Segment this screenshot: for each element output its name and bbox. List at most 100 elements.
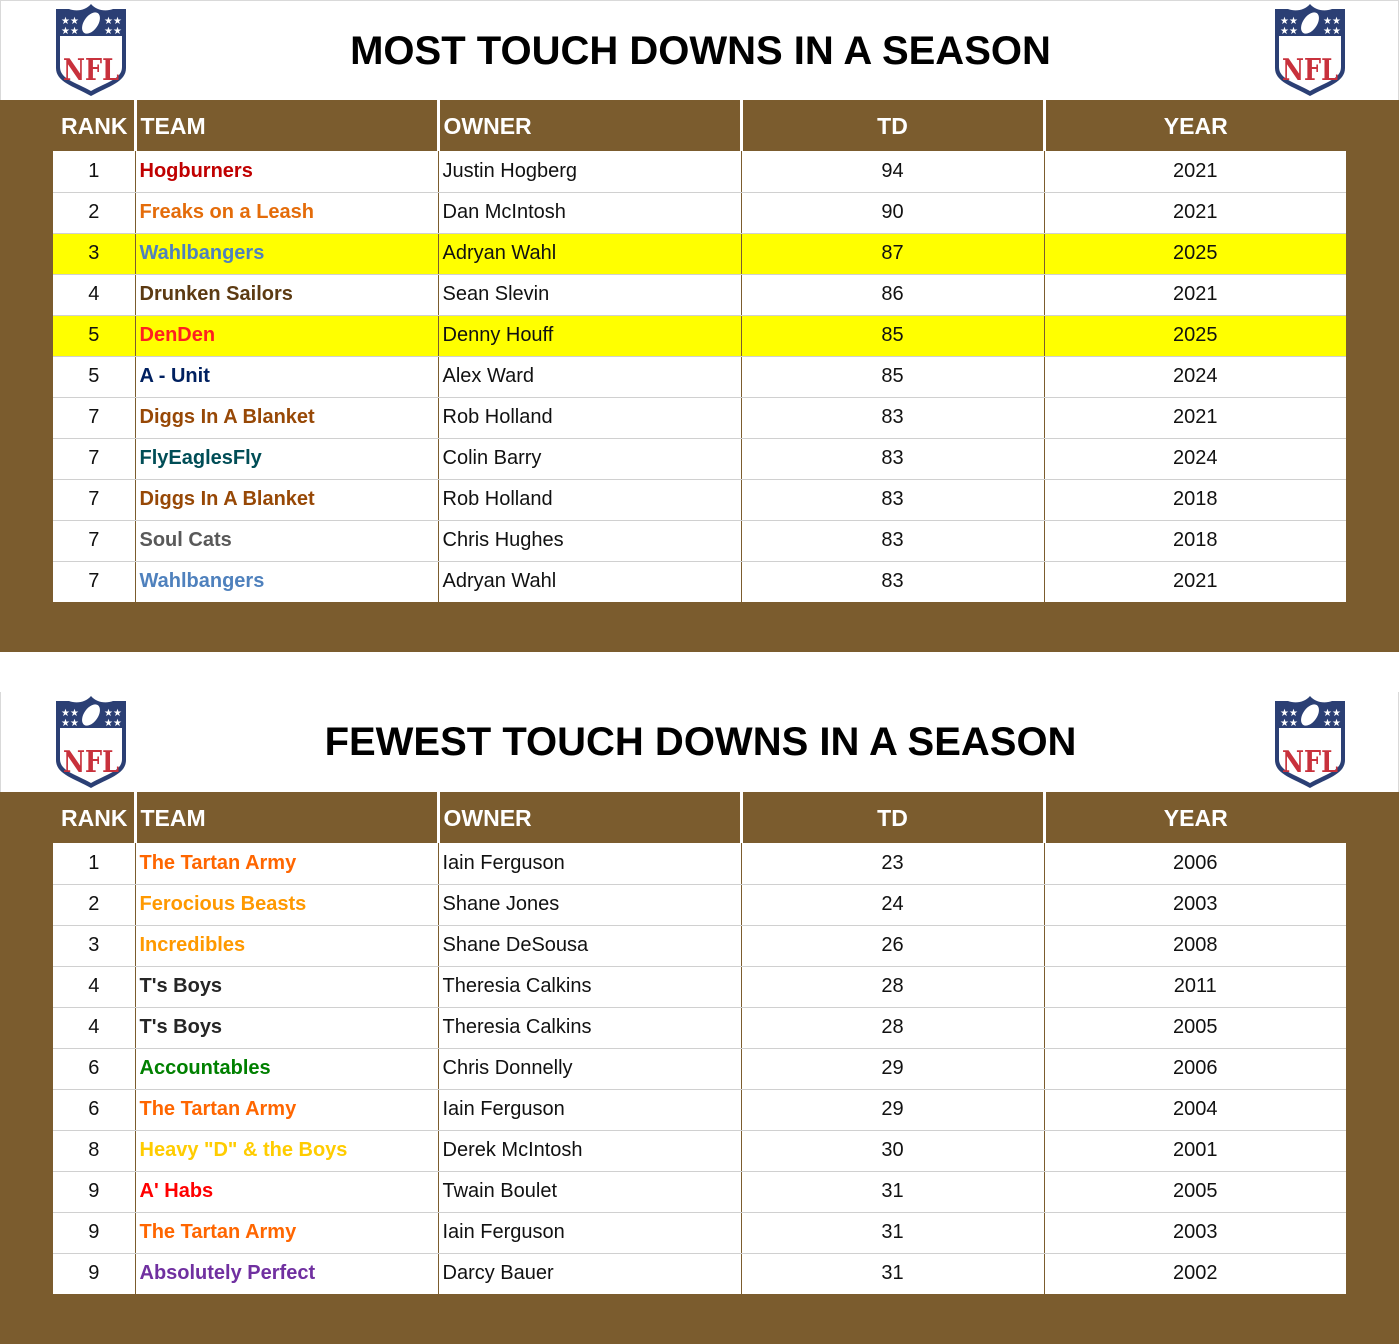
td-cell: 94 <box>741 151 1045 193</box>
year-cell: 2025 <box>1044 233 1346 275</box>
team-cell: Absolutely Perfect <box>135 1253 439 1294</box>
column-header-rank: RANK <box>53 792 137 843</box>
td-cell: 87 <box>741 233 1045 275</box>
td-cell: 31 <box>741 1171 1045 1213</box>
nfl-logo-icon: ★★ ★★ ★★ ★★ NFL <box>1272 2 1348 98</box>
rank-cell: 9 <box>53 1171 136 1213</box>
owner-cell: Alex Ward <box>438 356 742 398</box>
table-row: 4 Drunken Sailors Sean Slevin 86 2021 <box>53 274 1346 316</box>
table-row: 8 Heavy "D" & the Boys Derek McIntosh 30 200… <box>53 1130 1346 1172</box>
nfl-logo-icon: ★★ ★★ ★★ ★★ NFL <box>1272 694 1348 790</box>
team-cell: Soul Cats <box>135 520 439 562</box>
team-cell: The Tartan Army <box>135 1212 439 1254</box>
svg-text:NFL: NFL <box>1282 53 1338 88</box>
table-row: 2 Ferocious Beasts Shane Jones 24 2003 <box>53 884 1346 926</box>
column-header-owner: OWNER <box>438 100 743 151</box>
year-cell: 2021 <box>1044 192 1346 234</box>
rank-cell: 7 <box>53 479 136 521</box>
table-row: 9 The Tartan Army Iain Ferguson 31 2003 <box>53 1212 1346 1254</box>
owner-cell: Shane DeSousa <box>438 925 742 967</box>
year-cell: 2006 <box>1044 1048 1346 1090</box>
team-cell: DenDen <box>135 315 439 357</box>
td-cell: 29 <box>741 1089 1045 1131</box>
table-row: 1 The Tartan Army Iain Ferguson 23 2006 <box>53 843 1346 885</box>
td-cell: 83 <box>741 520 1045 562</box>
svg-text:★★: ★★ <box>104 708 122 719</box>
column-header-year: YEAR <box>1044 100 1346 151</box>
most-touchdowns-table: RANK TEAM OWNER TD YEAR 1 Hogburners Justi… <box>53 100 1346 602</box>
svg-text:★★: ★★ <box>61 708 79 719</box>
owner-cell: Twain Boulet <box>438 1171 742 1213</box>
rank-cell: 7 <box>53 520 136 562</box>
svg-text:NFL: NFL <box>1282 745 1338 780</box>
td-cell: 85 <box>741 315 1045 357</box>
year-cell: 2004 <box>1044 1089 1346 1131</box>
td-cell: 29 <box>741 1048 1045 1090</box>
team-cell: Wahlbangers <box>135 233 439 275</box>
year-cell: 2024 <box>1044 438 1346 480</box>
owner-cell: Derek McIntosh <box>438 1130 742 1172</box>
team-cell: Diggs In A Blanket <box>135 479 439 521</box>
rank-cell: 7 <box>53 561 136 602</box>
rank-cell: 9 <box>53 1253 136 1294</box>
svg-text:★★: ★★ <box>61 718 79 729</box>
rank-cell: 5 <box>53 356 136 398</box>
team-cell: Drunken Sailors <box>135 274 439 316</box>
year-cell: 2006 <box>1044 843 1346 885</box>
owner-cell: Chris Hughes <box>438 520 742 562</box>
table-row: 6 The Tartan Army Iain Ferguson 29 2004 <box>53 1089 1346 1131</box>
year-cell: 2003 <box>1044 884 1346 926</box>
svg-text:★★: ★★ <box>61 26 79 37</box>
team-cell: A - Unit <box>135 356 439 398</box>
year-cell: 2003 <box>1044 1212 1346 1254</box>
owner-cell: Adryan Wahl <box>438 233 742 275</box>
rank-cell: 4 <box>53 966 136 1008</box>
rank-cell: 2 <box>53 884 136 926</box>
fewest-touchdowns-section: FEWEST TOUCH DOWNS IN A SEASON ★★ ★★ ★★ ★★… <box>0 692 1399 1344</box>
nfl-logo-icon: ★★ ★★ ★★ ★★ NFL <box>53 694 129 790</box>
svg-text:★★: ★★ <box>104 26 122 37</box>
rank-cell: 8 <box>53 1130 136 1172</box>
rank-cell: 6 <box>53 1089 136 1131</box>
team-cell: Wahlbangers <box>135 561 439 602</box>
team-cell: Freaks on a Leash <box>135 192 439 234</box>
team-cell: T's Boys <box>135 1007 439 1049</box>
rank-cell: 2 <box>53 192 136 234</box>
team-cell: Accountables <box>135 1048 439 1090</box>
svg-text:★★: ★★ <box>61 16 79 27</box>
year-cell: 2005 <box>1044 1007 1346 1049</box>
svg-text:★★: ★★ <box>1323 16 1341 27</box>
year-cell: 2021 <box>1044 561 1346 602</box>
owner-cell: Iain Ferguson <box>438 1212 742 1254</box>
rank-cell: 9 <box>53 1212 136 1254</box>
table-row: 6 Accountables Chris Donnelly 29 2006 <box>53 1048 1346 1090</box>
owner-cell: Iain Ferguson <box>438 843 742 885</box>
team-cell: FlyEaglesFly <box>135 438 439 480</box>
table-row: 7 Diggs In A Blanket Rob Holland 83 2021 <box>53 397 1346 439</box>
table-row: 7 Diggs In A Blanket Rob Holland 83 2018 <box>53 479 1346 521</box>
rank-cell: 7 <box>53 397 136 439</box>
svg-text:★★: ★★ <box>1280 718 1298 729</box>
owner-cell: Sean Slevin <box>438 274 742 316</box>
rank-cell: 3 <box>53 925 136 967</box>
year-cell: 2021 <box>1044 397 1346 439</box>
svg-text:★★: ★★ <box>1280 16 1298 27</box>
year-cell: 2025 <box>1044 315 1346 357</box>
svg-text:★★: ★★ <box>104 16 122 27</box>
td-cell: 85 <box>741 356 1045 398</box>
svg-text:★★: ★★ <box>1323 718 1341 729</box>
rank-cell: 3 <box>53 233 136 275</box>
rank-cell: 4 <box>53 1007 136 1049</box>
table-row: 4 T's Boys Theresia Calkins 28 2005 <box>53 1007 1346 1049</box>
year-cell: 2011 <box>1044 966 1346 1008</box>
team-cell: T's Boys <box>135 966 439 1008</box>
owner-cell: Adryan Wahl <box>438 561 742 602</box>
svg-text:★★: ★★ <box>1280 708 1298 719</box>
table-row: 3 Incredibles Shane DeSousa 26 2008 <box>53 925 1346 967</box>
table-row: 4 T's Boys Theresia Calkins 28 2011 <box>53 966 1346 1008</box>
table-row: 5 DenDen Denny Houff 85 2025 <box>53 315 1346 357</box>
year-cell: 2018 <box>1044 479 1346 521</box>
td-cell: 86 <box>741 274 1045 316</box>
svg-text:NFL: NFL <box>63 745 119 780</box>
